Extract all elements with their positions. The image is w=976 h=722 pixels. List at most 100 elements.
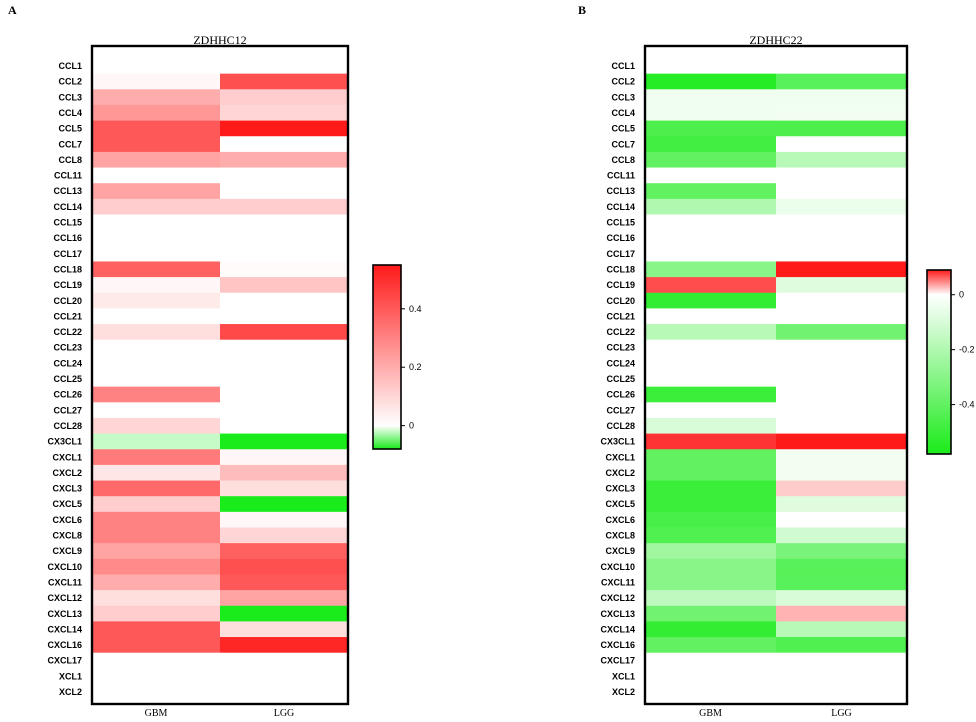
row-label: CXCL12 bbox=[600, 593, 635, 603]
row-label: CCL5 bbox=[611, 124, 635, 134]
heatmap-cell bbox=[220, 496, 349, 513]
heatmap-cell bbox=[645, 480, 777, 497]
heatmap-cell bbox=[92, 371, 221, 388]
heatmap-cell bbox=[776, 371, 908, 388]
row-label: CCL26 bbox=[53, 390, 82, 400]
heatmap-cell bbox=[645, 637, 777, 654]
row-label: CXCL17 bbox=[600, 656, 635, 666]
row-label: CCL27 bbox=[53, 405, 82, 415]
colorbar-tick-label: 0.2 bbox=[409, 362, 422, 372]
heatmap-cell bbox=[776, 104, 908, 121]
heatmap-cell bbox=[92, 637, 221, 654]
row-label: CXCL10 bbox=[600, 562, 635, 572]
heatmap-cell bbox=[220, 449, 349, 466]
row-label: CCL16 bbox=[606, 233, 635, 243]
heatmap-cell bbox=[92, 605, 221, 622]
heatmap-cell bbox=[92, 684, 221, 701]
heatmap-cell bbox=[92, 230, 221, 247]
heatmap-cell bbox=[92, 136, 221, 153]
heatmap-cell bbox=[645, 590, 777, 607]
heatmap-cell bbox=[220, 355, 349, 372]
row-label: CCL16 bbox=[53, 233, 82, 243]
heatmap-cell bbox=[220, 652, 349, 669]
heatmap-cell bbox=[645, 511, 777, 528]
colorbar-tick-label: 0 bbox=[959, 290, 964, 300]
heatmap-cell bbox=[776, 480, 908, 497]
heatmap-cell bbox=[220, 402, 349, 419]
row-label: CCL14 bbox=[53, 202, 82, 212]
heatmap-cell bbox=[645, 433, 777, 450]
heatmap-cell bbox=[220, 590, 349, 607]
chart-title: ZDHHC22 bbox=[749, 33, 802, 47]
heatmap-cell bbox=[645, 89, 777, 106]
heatmap-cell bbox=[220, 230, 349, 247]
heatmap-cell bbox=[645, 261, 777, 278]
heatmap-cell bbox=[220, 120, 349, 137]
row-label: CXCL6 bbox=[52, 515, 82, 525]
heatmap-cell bbox=[92, 261, 221, 278]
heatmap-cell bbox=[776, 464, 908, 481]
heatmap-cell bbox=[220, 480, 349, 497]
heatmap-cell bbox=[92, 590, 221, 607]
heatmap-cell bbox=[92, 167, 221, 184]
heatmap-cell bbox=[220, 58, 349, 75]
heatmap-cell bbox=[92, 621, 221, 638]
row-label: CXCL13 bbox=[47, 609, 82, 619]
row-label: CXCL3 bbox=[52, 484, 82, 494]
heatmap-cell bbox=[92, 245, 221, 262]
row-label: CCL17 bbox=[53, 249, 82, 259]
heatmap-cell bbox=[220, 668, 349, 685]
heatmap-cell bbox=[92, 104, 221, 121]
heatmap-cell bbox=[92, 558, 221, 575]
heatmap-cell bbox=[220, 605, 349, 622]
heatmap-cell bbox=[776, 167, 908, 184]
row-label: CCL26 bbox=[606, 390, 635, 400]
heatmap-cell bbox=[92, 543, 221, 560]
row-label: CXCL10 bbox=[47, 562, 82, 572]
colorbar-tick-label: 0.4 bbox=[409, 304, 422, 314]
heatmap-cell bbox=[92, 73, 221, 90]
heatmap-cell bbox=[220, 574, 349, 591]
heatmap-cell bbox=[645, 574, 777, 591]
heatmap-cell bbox=[645, 402, 777, 419]
heatmap-cell bbox=[776, 496, 908, 513]
heatmap-cell bbox=[645, 652, 777, 669]
heatmap-cell bbox=[776, 183, 908, 200]
row-label: CCL4 bbox=[611, 108, 635, 118]
heatmap-cell bbox=[220, 292, 349, 309]
row-label: CCL23 bbox=[53, 343, 82, 353]
colorbar-tick-label: -0.2 bbox=[959, 345, 975, 355]
heatmap-cell bbox=[776, 355, 908, 372]
row-label: CCL11 bbox=[54, 171, 82, 181]
heatmap-cell bbox=[220, 433, 349, 450]
heatmap-cell bbox=[220, 104, 349, 121]
heatmap-cell bbox=[92, 574, 221, 591]
heatmap-cell bbox=[92, 277, 221, 294]
panel-b: B ZDHHC22 CCL1 CCL2 CCL3 CCL4 CCL5 CCL7 CCL8 CCL1… bbox=[578, 3, 975, 719]
row-label: CXCL5 bbox=[52, 499, 82, 509]
row-label: CXCL9 bbox=[605, 546, 635, 556]
heatmap-cell bbox=[645, 198, 777, 215]
heatmap-cell bbox=[776, 605, 908, 622]
heatmap-cell bbox=[645, 339, 777, 356]
heatmap-cell bbox=[776, 308, 908, 325]
row-label: CX3CL1 bbox=[47, 437, 82, 447]
row-label: CCL20 bbox=[606, 296, 635, 306]
heatmap-cell bbox=[220, 89, 349, 106]
row-label: CCL21 bbox=[606, 311, 635, 321]
heatmap-cell bbox=[645, 308, 777, 325]
heatmap-cell bbox=[645, 167, 777, 184]
heatmap-cell bbox=[92, 308, 221, 325]
heatmap-cell bbox=[776, 652, 908, 669]
row-label: CCL14 bbox=[606, 202, 635, 212]
row-label: CCL1 bbox=[611, 61, 635, 71]
row-label: CXCL16 bbox=[600, 640, 635, 650]
row-label: CCL15 bbox=[606, 218, 635, 228]
row-label: CCL25 bbox=[53, 374, 82, 384]
column-label: LGG bbox=[274, 708, 295, 719]
row-label: CCL21 bbox=[53, 311, 82, 321]
heatmap-cell bbox=[92, 668, 221, 685]
row-label: CCL1 bbox=[58, 61, 82, 71]
heatmap-cell bbox=[220, 543, 349, 560]
heatmap-cell bbox=[220, 527, 349, 544]
